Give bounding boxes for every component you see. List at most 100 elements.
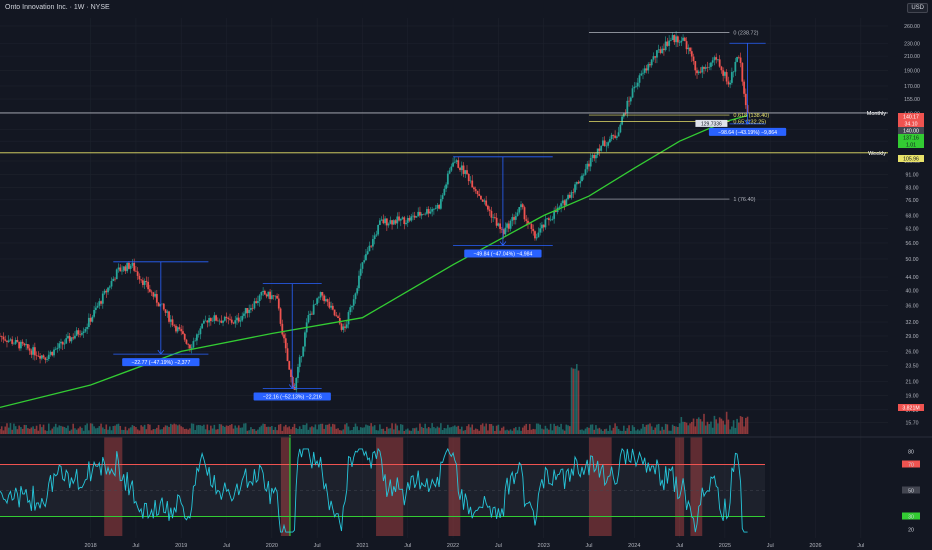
candle-body (162, 303, 165, 310)
candle-body (154, 294, 156, 297)
candle-body (161, 303, 163, 305)
volume-bar (359, 427, 362, 434)
candle-body (68, 335, 71, 342)
volume-bar (377, 430, 379, 434)
candle-body (532, 228, 535, 232)
candle-body (317, 297, 320, 299)
volume-bar (211, 428, 214, 434)
axis-price-tag (898, 134, 924, 141)
volume-bar (380, 428, 383, 434)
candle-body (2, 336, 5, 340)
candle-body (246, 308, 249, 314)
volume-bar (663, 429, 665, 434)
candle-body (561, 200, 564, 204)
volume-bar (58, 425, 61, 434)
candle-body (378, 220, 381, 225)
candle-body (729, 82, 732, 85)
candle-body (178, 327, 181, 330)
candle-body (297, 366, 299, 378)
candle-body (236, 317, 238, 321)
volume-bar (335, 428, 338, 434)
volume-bar (284, 424, 287, 434)
volume-bar (162, 427, 165, 434)
candle-body (610, 134, 613, 140)
candle-body (614, 135, 617, 138)
candle-body (223, 316, 226, 321)
candle-body (291, 376, 294, 387)
candle-body (51, 351, 54, 356)
volume-bar (521, 427, 524, 434)
candle-body (337, 316, 339, 319)
candle-body (202, 320, 205, 324)
candle-body (237, 317, 240, 322)
volume-bar (183, 428, 186, 434)
candle-body (323, 295, 326, 302)
candle-body (250, 308, 252, 310)
candle-body (100, 301, 102, 304)
currency-button[interactable]: USD (907, 3, 928, 13)
candle-body (497, 223, 500, 226)
volume-bar (20, 427, 22, 434)
candle-body (312, 304, 315, 315)
volume-bar (457, 425, 460, 434)
candle-body (443, 188, 446, 196)
volume-bar (190, 423, 193, 434)
time-tick-label: Jul (585, 543, 592, 549)
volume-bar (413, 428, 416, 434)
candle-body (629, 97, 632, 102)
candle-body (544, 219, 547, 228)
volume-bar (135, 427, 137, 434)
volume-bar (14, 426, 17, 434)
candle-body (131, 262, 134, 266)
candle-body (56, 347, 59, 349)
volume-bar (462, 430, 465, 434)
volume-bar (304, 425, 306, 434)
candle-body (541, 224, 543, 229)
volume-bar (265, 426, 268, 434)
volume-bar (25, 425, 27, 434)
candle-body (608, 139, 611, 143)
candle-body (439, 199, 442, 209)
candle-body (192, 341, 195, 348)
volume-bar (105, 424, 108, 434)
volume-bar (192, 423, 195, 434)
volume-bar (469, 427, 472, 434)
candle-body (389, 220, 392, 224)
volume-bar (694, 426, 697, 434)
candle-body (619, 124, 622, 133)
candle-body (67, 335, 69, 339)
volume-bar (563, 430, 566, 434)
volume-bar (389, 428, 392, 434)
candle-body (657, 49, 660, 51)
candle-body (741, 62, 744, 82)
volume-bar (570, 367, 573, 434)
time-tick-label: Jul (223, 543, 230, 549)
price-box (695, 119, 728, 127)
candle-body (196, 334, 198, 341)
volume-bar (685, 422, 688, 434)
candle-body (354, 293, 357, 300)
volume-bar (102, 427, 104, 434)
candle-body (588, 163, 590, 167)
volume-bar (82, 430, 85, 434)
candle-body (511, 217, 514, 221)
volume-bar (124, 426, 127, 434)
candle-body (476, 190, 479, 195)
candle-body (258, 295, 261, 302)
candle-body (155, 294, 158, 303)
candle-body (133, 262, 136, 271)
measure-label: −98.64 (−43.19%) −9,864 (718, 130, 777, 136)
volume-bar (262, 423, 264, 434)
candle-body (568, 194, 571, 198)
volume-bar (671, 424, 674, 434)
candle-body (20, 341, 22, 349)
volume-bar (194, 430, 196, 434)
candle-body (715, 57, 718, 60)
volume-bar (88, 430, 90, 434)
candle-body (635, 86, 637, 88)
volume-bar (537, 423, 540, 434)
volume-bar (291, 426, 294, 434)
candle-body (283, 334, 285, 339)
candle-body (558, 206, 561, 208)
